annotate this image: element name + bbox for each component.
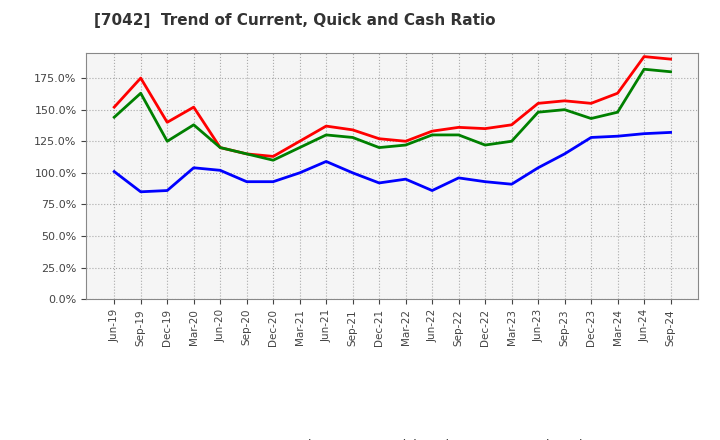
Cash Ratio (110, 169, 119, 174)
Cash Ratio (401, 176, 410, 182)
Cash Ratio (428, 188, 436, 193)
Cash Ratio (269, 179, 277, 184)
Current Ratio (454, 125, 463, 130)
Current Ratio (189, 104, 198, 110)
Current Ratio (216, 145, 225, 150)
Current Ratio (481, 126, 490, 131)
Current Ratio (375, 136, 384, 141)
Current Ratio (401, 139, 410, 144)
Cash Ratio (481, 179, 490, 184)
Current Ratio (508, 122, 516, 128)
Current Ratio (269, 154, 277, 159)
Current Ratio (613, 91, 622, 96)
Cash Ratio (508, 182, 516, 187)
Legend: Current Ratio, Quick Ratio, Cash Ratio: Current Ratio, Quick Ratio, Cash Ratio (189, 433, 595, 440)
Quick Ratio (481, 143, 490, 148)
Quick Ratio (163, 139, 171, 144)
Current Ratio (428, 128, 436, 134)
Cash Ratio (613, 134, 622, 139)
Current Ratio (110, 104, 119, 110)
Text: [7042]  Trend of Current, Quick and Cash Ratio: [7042] Trend of Current, Quick and Cash … (94, 13, 495, 28)
Line: Current Ratio: Current Ratio (114, 57, 670, 156)
Current Ratio (243, 151, 251, 157)
Cash Ratio (136, 189, 145, 194)
Quick Ratio (216, 145, 225, 150)
Quick Ratio (269, 158, 277, 163)
Quick Ratio (243, 151, 251, 157)
Line: Cash Ratio: Cash Ratio (114, 132, 670, 192)
Quick Ratio (560, 107, 569, 112)
Cash Ratio (454, 175, 463, 180)
Quick Ratio (534, 110, 542, 115)
Cash Ratio (534, 165, 542, 170)
Cash Ratio (163, 188, 171, 193)
Cash Ratio (560, 151, 569, 157)
Current Ratio (560, 98, 569, 103)
Current Ratio (666, 56, 675, 62)
Cash Ratio (243, 179, 251, 184)
Cash Ratio (375, 180, 384, 186)
Current Ratio (163, 120, 171, 125)
Quick Ratio (375, 145, 384, 150)
Cash Ratio (189, 165, 198, 170)
Quick Ratio (189, 122, 198, 128)
Cash Ratio (587, 135, 595, 140)
Cash Ratio (216, 168, 225, 173)
Quick Ratio (428, 132, 436, 138)
Current Ratio (348, 127, 357, 132)
Quick Ratio (348, 135, 357, 140)
Cash Ratio (666, 130, 675, 135)
Current Ratio (136, 75, 145, 81)
Quick Ratio (295, 145, 304, 150)
Current Ratio (295, 139, 304, 144)
Current Ratio (534, 101, 542, 106)
Quick Ratio (640, 66, 649, 72)
Quick Ratio (666, 69, 675, 74)
Cash Ratio (640, 131, 649, 136)
Current Ratio (587, 101, 595, 106)
Quick Ratio (613, 110, 622, 115)
Line: Quick Ratio: Quick Ratio (114, 69, 670, 160)
Quick Ratio (587, 116, 595, 121)
Cash Ratio (322, 159, 330, 164)
Cash Ratio (295, 170, 304, 176)
Current Ratio (640, 54, 649, 59)
Quick Ratio (136, 91, 145, 96)
Current Ratio (322, 124, 330, 129)
Quick Ratio (110, 114, 119, 120)
Quick Ratio (401, 143, 410, 148)
Cash Ratio (348, 170, 357, 176)
Quick Ratio (322, 132, 330, 138)
Quick Ratio (508, 139, 516, 144)
Quick Ratio (454, 132, 463, 138)
